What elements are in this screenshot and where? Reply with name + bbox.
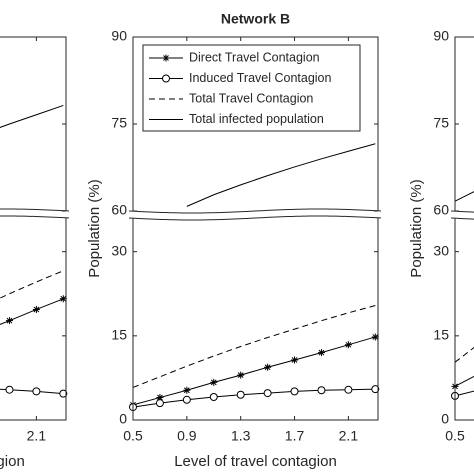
- marker: [155, 399, 164, 408]
- marker: [371, 385, 380, 394]
- legend-box: [142, 44, 361, 132]
- x-tick-label: 0.5: [445, 428, 465, 444]
- y-tick-label: 15: [111, 327, 127, 343]
- marker: [290, 387, 299, 396]
- series-line: [186, 143, 376, 207]
- x-tick-label: 1.3: [231, 428, 251, 444]
- panel: 0.50.91.31.72.101530607590Level of trave…: [0, 36, 70, 470]
- series-line: [132, 388, 376, 408]
- y-tick-label: 0: [119, 411, 127, 427]
- marker: [263, 389, 272, 398]
- y-axis-label: Population (%): [408, 179, 425, 277]
- marker: [5, 317, 13, 325]
- marker: [264, 363, 272, 371]
- y-tick-label: 30: [433, 242, 449, 258]
- legend-marker: [162, 54, 170, 62]
- y-tick-label: 60: [111, 202, 127, 218]
- marker: [156, 394, 164, 402]
- y-axis-label: Population (%): [86, 179, 103, 277]
- y-tick-label: 75: [433, 115, 449, 131]
- axis-break: [129, 209, 382, 220]
- chart-title: Network B: [221, 11, 290, 27]
- series-line: [454, 191, 474, 202]
- x-axis-label: Level of travel contagion: [0, 453, 25, 470]
- series-line: [0, 298, 64, 325]
- marker: [182, 395, 191, 404]
- x-tick-label: 0.9: [177, 428, 197, 444]
- y-tick-label: 0: [441, 411, 449, 427]
- axis-box: [454, 36, 474, 421]
- legend-label: Direct Travel Contagion: [189, 50, 320, 64]
- marker: [291, 356, 299, 364]
- x-tick-label: 0.5: [123, 428, 143, 444]
- legend-marker: [162, 74, 170, 83]
- legend-label: Total infected population: [189, 112, 324, 126]
- legend-label: Induced Travel Contagion: [189, 71, 332, 85]
- marker: [371, 333, 379, 341]
- marker: [317, 349, 325, 357]
- marker: [32, 305, 40, 313]
- marker: [59, 295, 67, 303]
- x-tick-label: 1.7: [285, 428, 305, 444]
- marker: [5, 385, 14, 394]
- marker: [237, 371, 245, 379]
- axis-break: [451, 211, 474, 220]
- y-tick-label: 60: [433, 202, 449, 218]
- y-tick-label: 90: [433, 28, 449, 44]
- axis-break-line: [0, 215, 70, 219]
- marker: [183, 386, 191, 394]
- marker: [344, 385, 353, 394]
- x-tick-label: 2.1: [27, 428, 47, 444]
- y-tick-label: 75: [111, 115, 127, 131]
- marker: [236, 390, 245, 399]
- series-line: [0, 388, 64, 395]
- axis-box: [0, 36, 67, 421]
- marker: [344, 341, 352, 349]
- series-line: [454, 390, 474, 397]
- panel: 0.50.91.31.72.101530607590Population (%): [408, 28, 474, 444]
- series-line: [0, 104, 64, 128]
- x-axis-label: Level of travel contagion: [174, 453, 337, 470]
- axis-break-line: [128, 208, 382, 214]
- series-line: [0, 270, 64, 299]
- marker: [317, 386, 326, 395]
- y-tick-label: 15: [433, 327, 449, 343]
- y-tick-label: 90: [111, 28, 127, 44]
- x-tick-label: 2.1: [339, 428, 359, 444]
- series-line: [132, 305, 376, 388]
- y-tick-label: 30: [111, 242, 127, 258]
- marker: [32, 387, 41, 396]
- panel: 0.5 0.9 1.3 1.7 2.1 0 15 30 60 75 90 Network B Level…: [86, 11, 382, 470]
- series-line: [454, 346, 474, 363]
- legend-label: Total Travel Contagion: [189, 91, 313, 105]
- marker: [59, 389, 68, 398]
- series-line: [132, 336, 376, 406]
- axis-break-line: [128, 215, 382, 221]
- marker: [209, 392, 218, 401]
- axis-break-line: [0, 208, 70, 212]
- marker: [210, 378, 218, 386]
- series-line: [454, 375, 474, 387]
